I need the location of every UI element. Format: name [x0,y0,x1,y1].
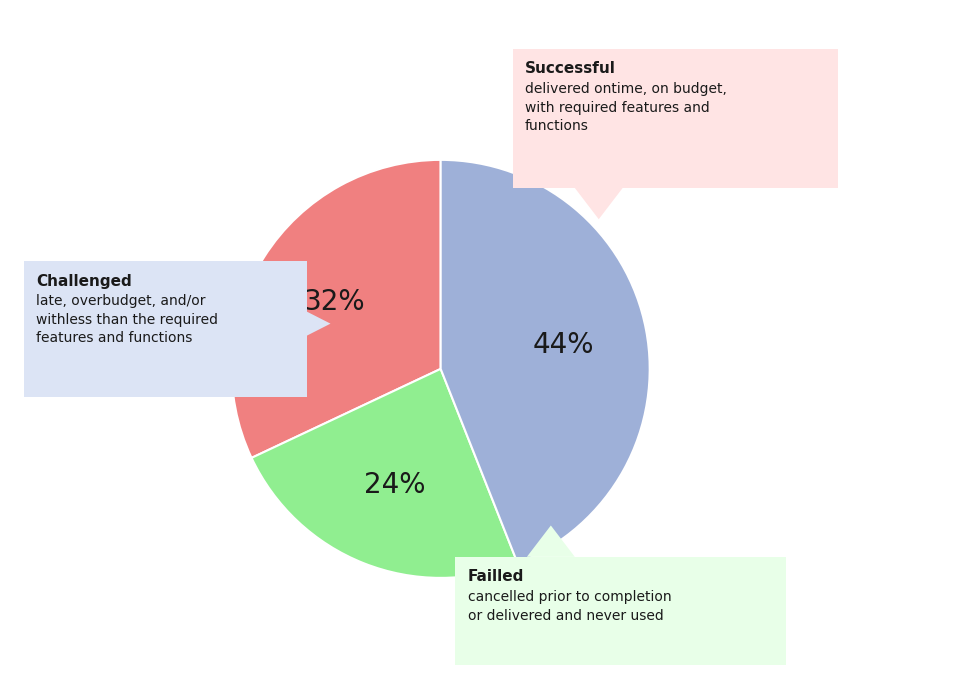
Text: 44%: 44% [533,331,595,359]
Text: Successful: Successful [525,61,616,77]
Text: cancelled prior to completion
or delivered and never used: cancelled prior to completion or deliver… [468,590,672,623]
Text: 32%: 32% [304,287,366,316]
Text: Failled: Failled [468,569,524,585]
Text: 24%: 24% [364,471,425,500]
Text: late, overbudget, and/or
withless than the required
features and functions: late, overbudget, and/or withless than t… [36,294,218,345]
Wedge shape [441,160,650,563]
Text: delivered ontime, on budget,
with required features and
functions: delivered ontime, on budget, with requir… [525,82,727,133]
Wedge shape [252,369,517,578]
Wedge shape [232,160,441,458]
Text: Challenged: Challenged [36,274,132,289]
